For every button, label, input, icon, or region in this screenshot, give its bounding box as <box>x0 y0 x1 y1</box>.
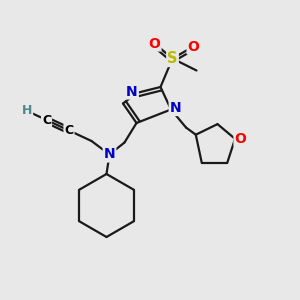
Text: N: N <box>104 148 115 161</box>
Text: O: O <box>148 37 160 50</box>
Text: O: O <box>235 132 246 146</box>
Text: S: S <box>167 51 178 66</box>
Text: N: N <box>126 85 138 98</box>
Text: C: C <box>64 124 74 137</box>
Text: N: N <box>170 101 181 115</box>
Text: O: O <box>188 40 200 53</box>
Text: C: C <box>42 113 51 127</box>
Text: H: H <box>22 103 32 117</box>
